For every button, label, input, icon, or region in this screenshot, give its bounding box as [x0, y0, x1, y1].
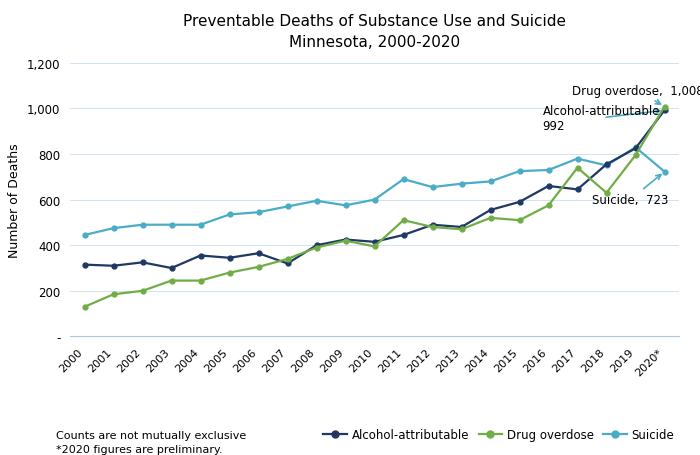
Text: Drug overdose,  1,008: Drug overdose, 1,008: [572, 85, 700, 105]
Title: Preventable Deaths of Substance Use and Suicide
Minnesota, 2000-2020: Preventable Deaths of Substance Use and …: [183, 14, 566, 50]
Text: Suicide,  723: Suicide, 723: [592, 175, 668, 207]
Y-axis label: Number of Deaths: Number of Deaths: [8, 143, 21, 258]
Text: *2020 figures are preliminary.: *2020 figures are preliminary.: [56, 444, 223, 454]
Text: Alcohol-attributable,
992: Alcohol-attributable, 992: [542, 104, 664, 132]
Legend: Alcohol-attributable, Drug overdose, Suicide: Alcohol-attributable, Drug overdose, Sui…: [318, 423, 679, 445]
Text: Counts are not mutually exclusive: Counts are not mutually exclusive: [56, 430, 246, 440]
